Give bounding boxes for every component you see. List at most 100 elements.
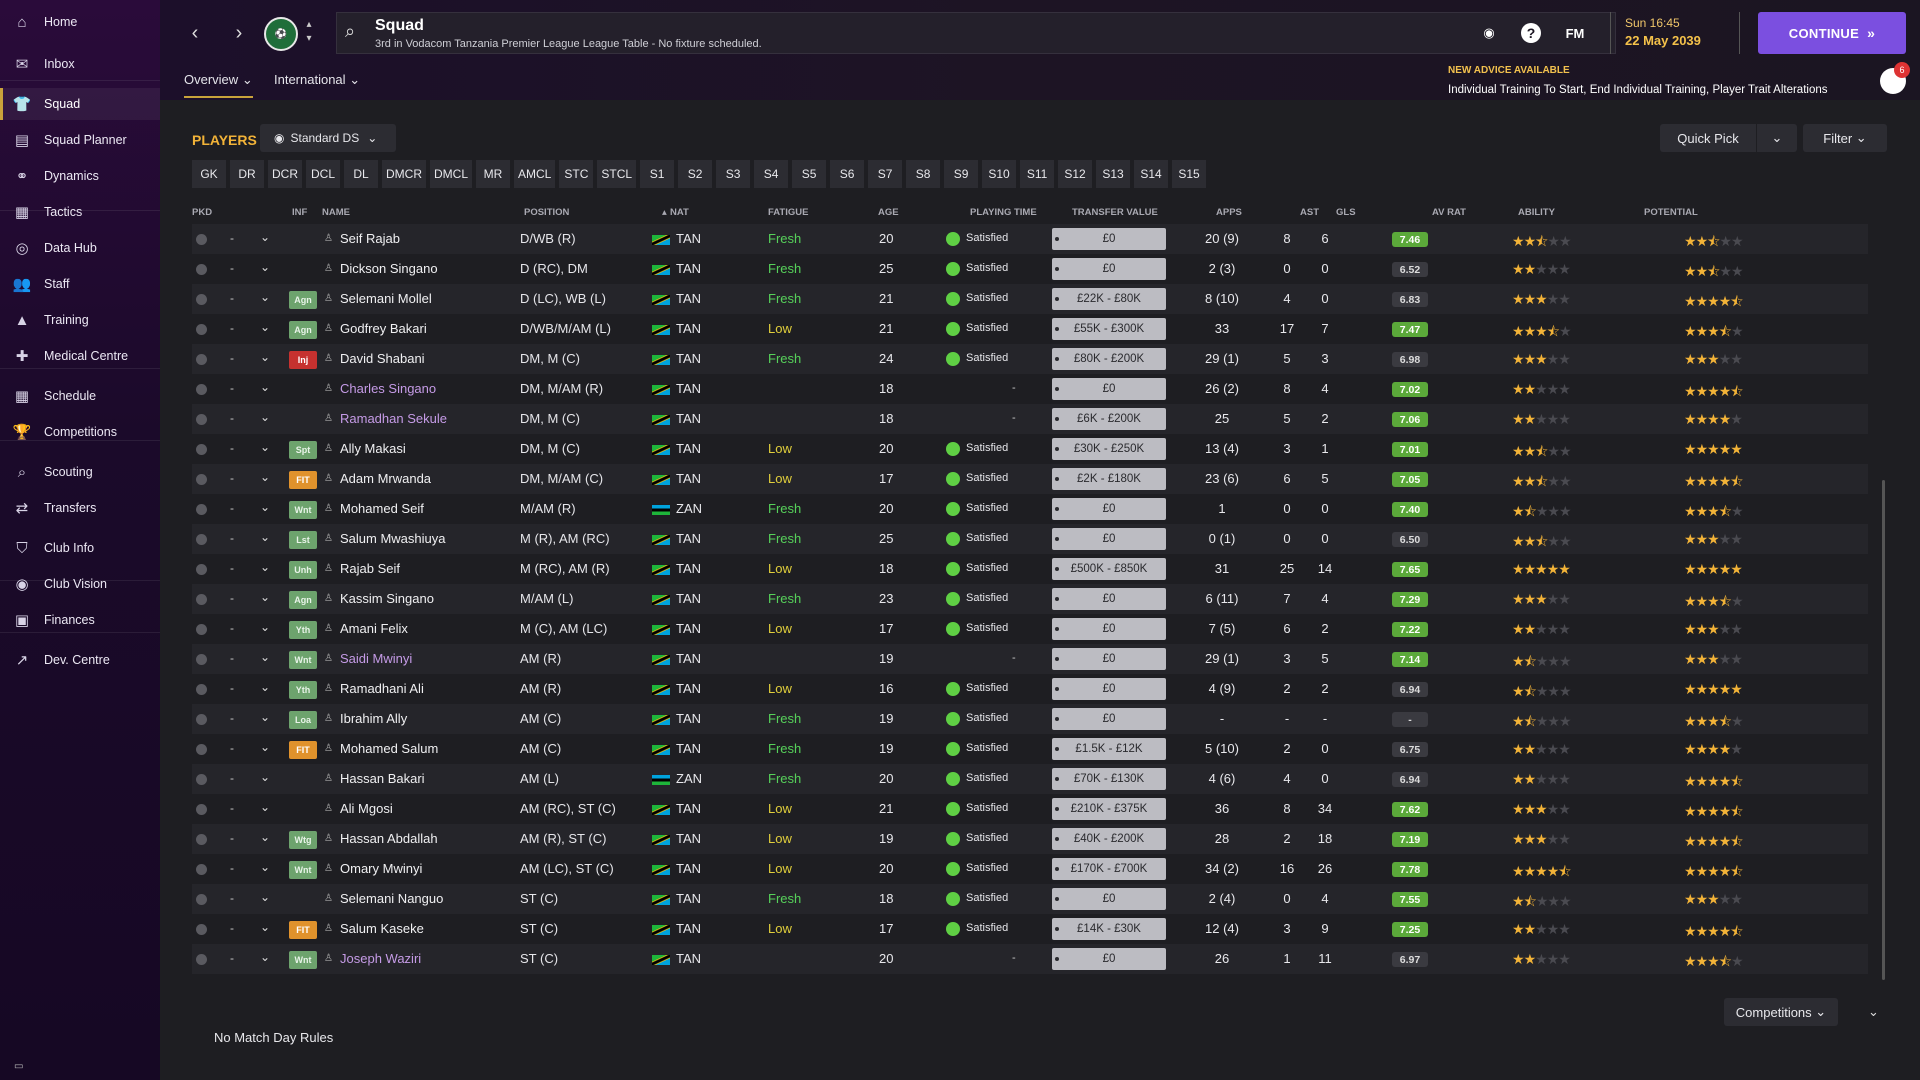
player-name[interactable]: Charles Singano (340, 381, 437, 396)
player-name[interactable]: Ramadhan Sekule (340, 411, 447, 426)
table-row[interactable]: - ⌄ ♙ Ali Mgosi AM (RC), ST (C) TAN Low 21 Satis… (192, 794, 1868, 824)
pick-indicator[interactable] (196, 744, 207, 755)
position-button-s14[interactable]: S14 (1134, 160, 1169, 188)
position-button-s4[interactable]: S4 (754, 160, 789, 188)
row-expand-chevron-icon[interactable]: ⌄ (260, 830, 271, 844)
transfer-value[interactable]: £70K - £130K (1052, 768, 1166, 790)
forward-button[interactable]: › (235, 21, 243, 44)
transfer-value[interactable]: £14K - £30K (1052, 918, 1166, 940)
position-button-s8[interactable]: S8 (906, 160, 941, 188)
col-gls[interactable]: GLS (1336, 207, 1356, 218)
row-expand-chevron-icon[interactable]: ⌄ (260, 230, 271, 244)
transfer-value[interactable]: £22K - £80K (1052, 288, 1166, 310)
sidebar-collapse-icon[interactable]: ▭ (14, 1061, 24, 1072)
position-button-dl[interactable]: DL (344, 160, 378, 188)
world-icon[interactable]: ◉ (1483, 25, 1495, 40)
transfer-value[interactable]: £55K - £300K (1052, 318, 1166, 340)
help-icon[interactable]: ? (1518, 20, 1544, 46)
table-row[interactable]: - ⌄ Spt ♙ Ally Makasi DM, M (C) TAN Low 20 Satisf… (192, 434, 1868, 464)
transfer-value[interactable]: £1.5K - £12K (1052, 738, 1166, 760)
player-name[interactable]: Joseph Waziri (340, 951, 422, 966)
col-fatigue[interactable]: FATIGUE (768, 207, 809, 218)
table-row[interactable]: - ⌄ Wtg ♙ Hassan Abdallah AM (R), ST (C) TAN Lo… (192, 824, 1868, 854)
row-expand-chevron-icon[interactable]: ⌄ (260, 650, 271, 664)
sidebar-item-schedule[interactable]: ▦ Schedule (0, 380, 160, 412)
player-name[interactable]: Hassan Abdallah (340, 831, 438, 846)
sidebar-item-medical-centre[interactable]: ✚ Medical Centre (0, 340, 160, 372)
player-name[interactable]: Salum Kaseke (340, 921, 424, 936)
row-expand-chevron-icon[interactable]: ⌄ (260, 920, 271, 934)
transfer-value[interactable]: £0 (1052, 378, 1166, 400)
pick-indicator[interactable] (196, 264, 207, 275)
row-expand-chevron-icon[interactable]: ⌄ (260, 710, 271, 724)
sidebar-item-competitions[interactable]: 🏆 Competitions (0, 416, 160, 448)
pick-indicator[interactable] (196, 924, 207, 935)
col-playing-time[interactable]: PLAYING TIME (970, 207, 1037, 218)
table-row[interactable]: - ⌄ Wnt ♙ Saidi Mwinyi AM (R) TAN 19 - £0 29 (1) 3 5… (192, 644, 1868, 674)
pick-indicator[interactable] (196, 684, 207, 695)
pick-indicator[interactable] (196, 624, 207, 635)
filter-button[interactable]: Filter ⌄ (1803, 124, 1887, 152)
col-transfer-value[interactable]: TRANSFER VALUE (1072, 207, 1158, 218)
position-button-s3[interactable]: S3 (716, 160, 751, 188)
col-age[interactable]: AGE (878, 207, 899, 218)
transfer-value[interactable]: £0 (1052, 708, 1166, 730)
player-name[interactable]: Ibrahim Ally (340, 711, 408, 726)
player-name[interactable]: Kassim Singano (340, 591, 434, 606)
pick-indicator[interactable] (196, 564, 207, 575)
table-row[interactable]: - ⌄ Agn ♙ Selemani Mollel D (LC), WB (L) TAN Fr… (192, 284, 1868, 314)
table-row[interactable]: - ⌄ Wnt ♙ Mohamed Seif M/AM (R) ZAN Fresh 20 Sati… (192, 494, 1868, 524)
transfer-value[interactable]: £170K - £700K (1052, 858, 1166, 880)
player-name[interactable]: Ramadhani Ali (340, 681, 424, 696)
player-name[interactable]: Mohamed Seif (340, 501, 424, 516)
club-switch-arrows-icon[interactable]: ▴ ▾ (306, 19, 312, 44)
position-button-s11[interactable]: S11 (1020, 160, 1055, 188)
sidebar-item-tactics[interactable]: ▦ Tactics (0, 196, 160, 228)
date-display[interactable]: Sun 16:45 22 May 2039 (1610, 12, 1740, 54)
col-potential[interactable]: POTENTIAL (1644, 207, 1698, 218)
sidebar-item-transfers[interactable]: ⇄ Transfers (0, 492, 160, 524)
table-row[interactable]: - ⌄ ♙ Charles Singano DM, M/AM (R) TAN 18 - £0 26… (192, 374, 1868, 404)
player-name[interactable]: Seif Rajab (340, 231, 400, 246)
row-expand-chevron-icon[interactable]: ⌄ (260, 410, 271, 424)
transfer-value[interactable]: £0 (1052, 228, 1166, 250)
transfer-value[interactable]: £500K - £850K (1052, 558, 1166, 580)
table-row[interactable]: - ⌄ ♙ Ramadhan Sekule DM, M (C) TAN 18 - £6K - £… (192, 404, 1868, 434)
table-row[interactable]: - ⌄ Yth ♙ Ramadhani Ali AM (R) TAN Low 16 Satisfi… (192, 674, 1868, 704)
position-button-s15[interactable]: S15 (1172, 160, 1207, 188)
position-button-s10[interactable]: S10 (982, 160, 1017, 188)
back-button[interactable]: ‹ (191, 21, 199, 44)
pick-indicator[interactable] (196, 324, 207, 335)
col-nat[interactable]: NAT (670, 207, 689, 218)
table-row[interactable]: - ⌄ ♙ Dickson Singano D (RC), DM TAN Fresh 25 Sa… (192, 254, 1868, 284)
position-button-s13[interactable]: S13 (1096, 160, 1131, 188)
player-name[interactable]: Selemani Mollel (340, 291, 432, 306)
pick-indicator[interactable] (196, 804, 207, 815)
position-button-s9[interactable]: S9 (944, 160, 979, 188)
col-pkd[interactable]: PKD (192, 207, 213, 218)
transfer-value[interactable]: £2K - £180K (1052, 468, 1166, 490)
table-row[interactable]: - ⌄ ♙ Seif Rajab D/WB (R) TAN Fresh 20 Satisfied… (192, 224, 1868, 254)
transfer-value[interactable]: £6K - £200K (1052, 408, 1166, 430)
row-expand-chevron-icon[interactable]: ⌄ (260, 680, 271, 694)
table-row[interactable]: - ⌄ ♙ Hassan Bakari AM (L) ZAN Fresh 20 Satisfie… (192, 764, 1868, 794)
player-name[interactable]: Dickson Singano (340, 261, 438, 276)
player-name[interactable]: Selemani Nanguo (340, 891, 444, 906)
player-name[interactable]: Ally Makasi (340, 441, 406, 456)
player-name[interactable]: Salum Mwashiuya (340, 531, 446, 546)
position-button-stcl[interactable]: STCL (597, 160, 637, 188)
table-row[interactable]: - ⌄ Agn ♙ Godfrey Bakari D/WB/M/AM (L) TAN Low 2… (192, 314, 1868, 344)
transfer-value[interactable]: £0 (1052, 498, 1166, 520)
position-button-s6[interactable]: S6 (830, 160, 865, 188)
row-expand-chevron-icon[interactable]: ⌄ (260, 620, 271, 634)
fm-menu-icon[interactable]: FM (1565, 25, 1585, 41)
player-name[interactable]: Saidi Mwinyi (340, 651, 413, 666)
row-expand-chevron-icon[interactable]: ⌄ (260, 890, 271, 904)
position-button-s12[interactable]: S12 (1058, 160, 1093, 188)
view-selector[interactable]: ◉ Standard DS ⌄ (260, 124, 396, 152)
tab-overview[interactable]: Overview ⌄ (184, 72, 253, 98)
sidebar-item-squad[interactable]: 👕 Squad (0, 88, 160, 120)
row-expand-chevron-icon[interactable]: ⌄ (260, 590, 271, 604)
table-row[interactable]: - ⌄ ♙ Selemani Nanguo ST (C) TAN Fresh 18 Satisf… (192, 884, 1868, 914)
position-button-s7[interactable]: S7 (868, 160, 903, 188)
